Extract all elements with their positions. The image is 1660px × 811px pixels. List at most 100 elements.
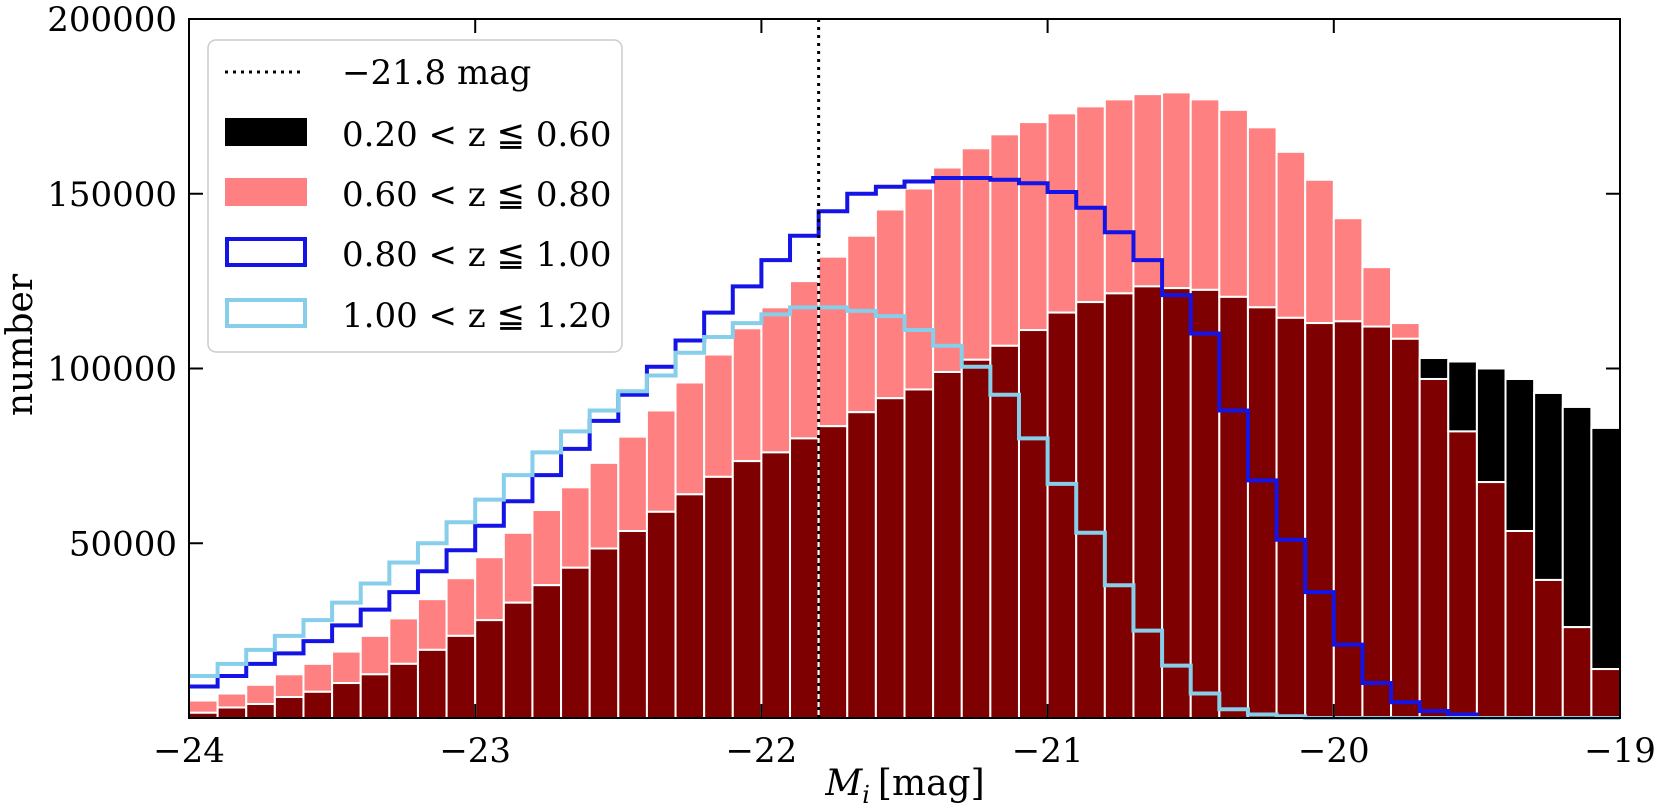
bar-overlap-bin-19 bbox=[731, 460, 763, 719]
bar-overlap-bin-24 bbox=[874, 397, 906, 719]
bar-overlap-bin-29 bbox=[1017, 329, 1049, 719]
bar-overlap-bin-27 bbox=[960, 358, 992, 719]
bar-upper-bin-39 bbox=[1304, 178, 1335, 325]
bar-upper-bin-5 bbox=[331, 650, 362, 685]
legend-swatch-series-4 bbox=[225, 298, 307, 328]
bar-upper-bin-16 bbox=[645, 409, 677, 513]
x-axis-label-symbol: M bbox=[824, 763, 863, 804]
bar-overlap-bin-33 bbox=[1132, 285, 1164, 719]
bar-overlap-bin-47 bbox=[1533, 578, 1564, 720]
y-tick-label-3: 200000 bbox=[47, 0, 177, 40]
bar-overlap-bin-42 bbox=[1390, 337, 1421, 719]
bar-upper-bin-48 bbox=[1561, 405, 1593, 629]
y-tick-label-0: 50000 bbox=[69, 524, 177, 564]
x-tick-label-1: −23 bbox=[439, 731, 511, 771]
bar-overlap-bin-5 bbox=[331, 682, 362, 719]
bar-upper-bin-38 bbox=[1275, 150, 1307, 319]
bar-overlap-bin-40 bbox=[1332, 320, 1364, 719]
x-tick-label-0: −24 bbox=[153, 731, 225, 771]
bar-overlap-bin-22 bbox=[817, 425, 849, 719]
bar-overlap-bin-34 bbox=[1161, 287, 1192, 719]
bar-upper-bin-2 bbox=[245, 683, 276, 706]
x-tick-label-5: −19 bbox=[1584, 731, 1656, 771]
bar-overlap-bin-38 bbox=[1275, 316, 1307, 719]
bar-upper-bin-13 bbox=[560, 486, 591, 569]
plot-area bbox=[188, 91, 1622, 720]
step-line-series-4 bbox=[189, 305, 1620, 720]
bar-upper-bin-45 bbox=[1475, 367, 1507, 484]
x-tick-label-3: −21 bbox=[1012, 731, 1084, 771]
bar-upper-bin-0 bbox=[188, 699, 219, 714]
legend-label-series-2: 0.60 < z ≦ 0.80 bbox=[342, 175, 612, 215]
bar-upper-bin-40 bbox=[1332, 217, 1364, 323]
legend-label-series-3: 0.80 < z ≦ 1.00 bbox=[342, 235, 612, 275]
bar-upper-bin-6 bbox=[359, 634, 391, 676]
bar-overlap-bin-12 bbox=[531, 584, 563, 719]
bar-overlap-bin-25 bbox=[903, 388, 935, 719]
bar-upper-bin-30 bbox=[1046, 112, 1078, 314]
step-line-series-3 bbox=[189, 176, 1620, 720]
legend-vline-label: −21.8 mag bbox=[342, 53, 531, 93]
y-tick-label-1: 100000 bbox=[47, 350, 177, 390]
bar-overlap-bin-10 bbox=[474, 619, 505, 720]
bar-overlap-bin-17 bbox=[674, 493, 706, 719]
bar-upper-bin-11 bbox=[502, 531, 534, 604]
bar-upper-bin-28 bbox=[989, 133, 1020, 347]
legend-swatch-series-2 bbox=[225, 178, 307, 206]
bar-upper-bin-34 bbox=[1161, 91, 1192, 290]
bar-upper-bin-24 bbox=[874, 208, 906, 400]
bar-upper-bin-3 bbox=[273, 673, 305, 699]
bar-overlap-bin-3 bbox=[273, 696, 305, 720]
bar-upper-bin-22 bbox=[817, 255, 849, 428]
bar-overlap-bin-8 bbox=[416, 648, 448, 719]
bar-upper-bin-26 bbox=[932, 166, 963, 373]
bar-overlap-bin-35 bbox=[1189, 288, 1221, 719]
bar-upper-bin-12 bbox=[531, 509, 563, 587]
bar-overlap-bin-7 bbox=[388, 662, 419, 720]
bar-overlap-bin-36 bbox=[1218, 295, 1249, 719]
bar-upper-bin-41 bbox=[1361, 266, 1393, 328]
bar-upper-bin-49 bbox=[1590, 426, 1622, 671]
bar-overlap-bin-13 bbox=[560, 566, 591, 720]
bar-overlap-bin-43 bbox=[1418, 377, 1450, 719]
y-axis-label: number bbox=[0, 273, 41, 416]
bar-upper-bin-10 bbox=[474, 556, 505, 622]
bar-overlap-bin-37 bbox=[1246, 306, 1278, 719]
bar-upper-bin-4 bbox=[302, 662, 334, 693]
y-tick-label-2: 150000 bbox=[47, 175, 177, 215]
bar-overlap-bin-30 bbox=[1046, 311, 1078, 719]
bar-overlap-bin-44 bbox=[1447, 430, 1478, 719]
legend-swatch-series-3 bbox=[225, 237, 307, 267]
bar-upper-bin-42 bbox=[1390, 322, 1421, 340]
bar-overlap-bin-1 bbox=[216, 706, 248, 720]
bar-upper-bin-46 bbox=[1504, 377, 1536, 533]
bar-upper-bin-19 bbox=[731, 327, 763, 463]
x-tick-label-2: −22 bbox=[726, 731, 798, 771]
bar-upper-bin-25 bbox=[903, 187, 935, 391]
legend-label-series-1: 0.20 < z ≦ 0.60 bbox=[342, 115, 612, 155]
legend-label-series-4: 1.00 < z ≦ 1.20 bbox=[342, 296, 612, 336]
bar-overlap-bin-31 bbox=[1075, 301, 1106, 719]
bar-overlap-bin-4 bbox=[302, 690, 334, 719]
bar-overlap-bin-20 bbox=[760, 451, 792, 719]
bar-upper-bin-32 bbox=[1103, 98, 1135, 295]
bar-upper-bin-33 bbox=[1132, 93, 1164, 288]
bar-upper-bin-18 bbox=[703, 353, 734, 478]
bar-upper-bin-27 bbox=[960, 147, 992, 361]
bar-upper-bin-20 bbox=[760, 306, 792, 454]
bar-overlap-bin-49 bbox=[1590, 668, 1622, 720]
bar-upper-bin-36 bbox=[1218, 108, 1249, 298]
bar-upper-bin-29 bbox=[1017, 121, 1049, 332]
bar-overlap-bin-14 bbox=[588, 547, 620, 719]
bar-upper-bin-14 bbox=[588, 461, 620, 550]
bar-overlap-bin-32 bbox=[1103, 292, 1135, 719]
bar-upper-bin-47 bbox=[1533, 391, 1564, 581]
legend-swatch-series-1 bbox=[225, 118, 307, 146]
bar-upper-bin-8 bbox=[416, 598, 448, 651]
bar-overlap-bin-9 bbox=[445, 634, 477, 719]
x-axis-label-subscript: i bbox=[862, 781, 870, 809]
bar-upper-bin-15 bbox=[617, 435, 648, 533]
bar-overlap-bin-15 bbox=[617, 530, 648, 720]
bar-upper-bin-9 bbox=[445, 577, 477, 637]
